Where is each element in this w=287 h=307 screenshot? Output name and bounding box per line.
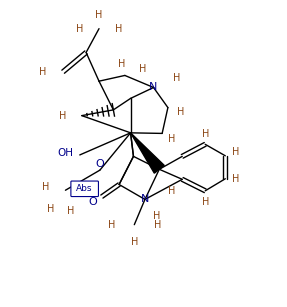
Text: H: H: [168, 186, 175, 196]
Text: H: H: [153, 211, 160, 221]
Text: O: O: [96, 158, 104, 169]
Polygon shape: [131, 133, 164, 173]
Text: H: H: [95, 10, 103, 20]
Text: H: H: [173, 73, 180, 83]
Text: H: H: [67, 206, 75, 216]
Text: H: H: [108, 220, 115, 230]
Text: H: H: [154, 220, 161, 230]
Text: H: H: [47, 204, 55, 215]
FancyBboxPatch shape: [71, 181, 98, 196]
Text: OH: OH: [57, 148, 73, 158]
Text: O: O: [88, 197, 97, 207]
Text: H: H: [39, 67, 47, 77]
Text: N: N: [149, 83, 158, 92]
Text: H: H: [232, 174, 239, 184]
Text: H: H: [177, 107, 184, 117]
Text: H: H: [59, 111, 66, 121]
Text: H: H: [201, 129, 209, 139]
Text: H: H: [42, 182, 49, 192]
Text: H: H: [76, 24, 84, 34]
Text: H: H: [168, 134, 175, 144]
Text: H: H: [131, 237, 138, 247]
Text: H: H: [115, 24, 123, 34]
Text: H: H: [139, 64, 147, 74]
Text: H: H: [118, 59, 126, 69]
Text: H: H: [201, 197, 209, 207]
Text: Abs: Abs: [76, 184, 93, 193]
Text: H: H: [232, 147, 239, 157]
Text: N: N: [141, 194, 149, 204]
